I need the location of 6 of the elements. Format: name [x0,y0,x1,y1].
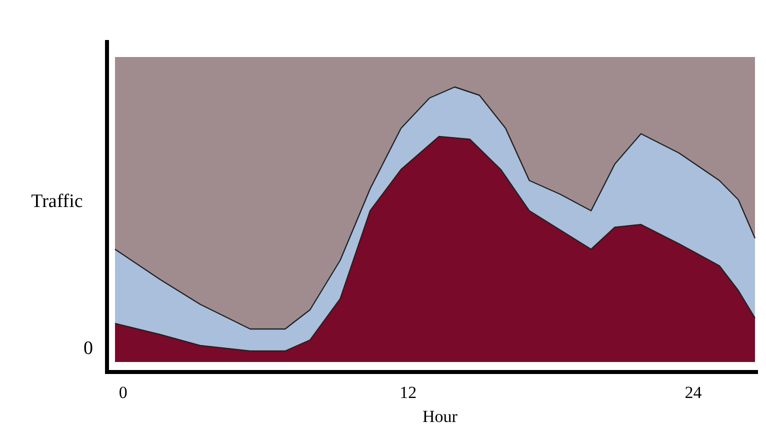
x-tick-label: 12 [400,383,417,402]
y-axis-title: Traffic [31,191,83,212]
text: 0 [84,338,93,359]
x-tick-label: 0 [118,383,128,402]
x-tick-label: 24 [684,383,702,402]
x-axis-title: Hour [422,407,458,426]
